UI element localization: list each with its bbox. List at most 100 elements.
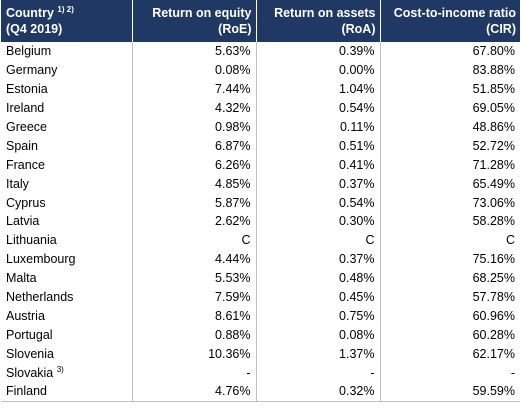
table-body: Belgium 5.63% 0.39% 67.80% Germany 0.08% 0.00%…: [1, 42, 520, 402]
roa-cell: 0.37%: [256, 174, 381, 194]
roa-cell: 0.30%: [256, 212, 381, 231]
country-name: Lithuania: [6, 233, 57, 248]
cir-cell: 60.96%: [472, 308, 515, 323]
cir-cell: C: [505, 233, 515, 248]
table-row: Slovenia 10.36% 1.37% 62.17%: [1, 344, 520, 364]
country-name: France: [6, 157, 45, 172]
header-country-footnote: 1) 2): [57, 4, 74, 14]
country-cell: Netherlands: [1, 287, 133, 307]
roa-cell: 0.54%: [256, 98, 381, 118]
cir-cell: 51.85%: [472, 82, 515, 97]
roe-cell: 0.88%: [132, 325, 257, 345]
country-name: Belgium: [6, 44, 52, 59]
roe-cell: 5.63%: [132, 42, 257, 61]
table-row: Portugal 0.88% 0.08% 60.28%: [1, 325, 520, 345]
country-cell: Estonia: [1, 79, 133, 99]
country-cell: Germany: [1, 60, 133, 80]
header-roa-sub: (RoA): [341, 22, 376, 36]
country-cell: France: [1, 155, 133, 175]
cir-cell: 75.16%: [472, 252, 515, 267]
country-cell: Belgium: [1, 42, 133, 61]
country-cell: Lithuania: [1, 230, 133, 250]
country-name: Austria: [6, 308, 45, 323]
country-name: Greece: [6, 120, 47, 134]
roa-cell: -: [256, 363, 381, 383]
header-roa: Return on assets (RoA): [256, 0, 381, 42]
roe-cell: 5.87%: [132, 193, 257, 213]
table-row: Spain 6.87% 0.51% 52.72%: [1, 136, 520, 156]
cir-cell: 62.17%: [472, 346, 515, 361]
header-cir-label: Cost-to-income ratio: [393, 6, 516, 20]
table-row: Austria 8.61% 0.75% 60.96%: [1, 306, 520, 326]
roa-cell: C: [256, 230, 381, 250]
header-cir: Cost-to-income ratio (CIR): [380, 0, 520, 42]
header-roe-label: Return on equity: [152, 6, 252, 20]
cir-cell: -: [510, 365, 515, 380]
country-cell: Slovenia: [1, 344, 133, 364]
roe-cell: 4.85%: [132, 174, 257, 194]
table-row: Luxembourg 4.44% 0.37% 75.16%: [1, 249, 520, 269]
roe-cell: 0.08%: [132, 60, 257, 80]
country-cell: Austria: [1, 306, 133, 326]
roe-cell: 4.32%: [132, 98, 257, 118]
country-cell: Greece: [1, 117, 133, 137]
roe-cell: -: [132, 363, 257, 383]
cir-cell: 58.28%: [472, 214, 515, 229]
header-country: Country 1) 2) (Q4 2019): [1, 0, 133, 42]
country-name: Estonia: [6, 82, 48, 97]
table-header-row: Country 1) 2) (Q4 2019) Return on equity…: [1, 0, 520, 42]
roe-cell: 6.87%: [132, 136, 257, 156]
roa-cell: 0.51%: [256, 136, 381, 156]
roa-cell: 0.32%: [256, 382, 381, 402]
country-footnote: 3): [56, 364, 64, 374]
roe-cell: C: [132, 230, 257, 250]
cir-cell: 57.78%: [472, 290, 515, 305]
roe-cell: 10.36%: [132, 344, 257, 364]
bank-profitability-table: Country 1) 2) (Q4 2019) Return on equity…: [1, 0, 520, 402]
roa-cell: 0.11%: [256, 117, 381, 137]
roe-cell: 6.26%: [132, 155, 257, 175]
table-row: Netherlands 7.59% 0.45% 57.78%: [1, 287, 520, 307]
roa-cell: 0.48%: [256, 268, 381, 288]
table-row: Lithuania C C C: [1, 230, 520, 250]
roa-cell: 0.00%: [256, 60, 381, 80]
cir-cell: 59.59%: [380, 382, 520, 402]
roe-cell: 4.76%: [132, 382, 257, 402]
header-roe: Return on equity (RoE): [132, 0, 257, 42]
country-cell: Luxembourg: [1, 249, 133, 269]
cir-cell: 73.06%: [472, 195, 515, 210]
country-cell: Portugal: [1, 325, 133, 345]
country-cell: Spain: [1, 136, 133, 156]
cir-cell: 67.80%: [472, 44, 515, 59]
header-country-label: Country: [6, 6, 54, 20]
cir-cell: 68.25%: [472, 271, 515, 286]
table-row: Germany 0.08% 0.00% 83.88%: [1, 60, 520, 80]
header-cir-sub: (CIR): [486, 22, 516, 36]
cir-cell: 48.86%: [472, 120, 515, 134]
country-name: Italy: [6, 176, 29, 191]
country-name: Germany: [6, 63, 58, 78]
table-row: Ireland 4.32% 0.54% 69.05%: [1, 98, 520, 118]
country-cell: Slovakia 3): [1, 363, 133, 383]
country-name: Ireland: [6, 101, 45, 116]
table-row: Estonia 7.44% 1.04% 51.85%: [1, 79, 520, 99]
cir-cell: 60.28%: [472, 327, 515, 342]
country-name: Spain: [6, 138, 38, 153]
table-row: Finland 4.76% 0.32% 59.59%: [1, 382, 520, 402]
roe-cell: 7.59%: [132, 287, 257, 307]
roa-cell: 0.54%: [256, 193, 381, 213]
roa-cell: 0.08%: [256, 325, 381, 345]
cir-cell: 65.49%: [472, 176, 515, 191]
roa-cell: 0.45%: [256, 287, 381, 307]
country-name: Slovakia: [6, 365, 54, 380]
table-row: Cyprus 5.87% 0.54% 73.06%: [1, 193, 520, 213]
roe-cell: 5.53%: [132, 268, 257, 288]
country-name: Slovenia: [6, 346, 54, 361]
roa-cell: 0.37%: [256, 249, 381, 269]
roa-cell: 0.41%: [256, 155, 381, 175]
roe-cell: 7.44%: [132, 79, 257, 99]
table-row: Latvia 2.62% 0.30% 58.28%: [1, 212, 520, 231]
roe-cell: 4.44%: [132, 249, 257, 269]
table-row: Malta 5.53% 0.48% 68.25%: [1, 268, 520, 288]
country-cell: Malta: [1, 268, 133, 288]
